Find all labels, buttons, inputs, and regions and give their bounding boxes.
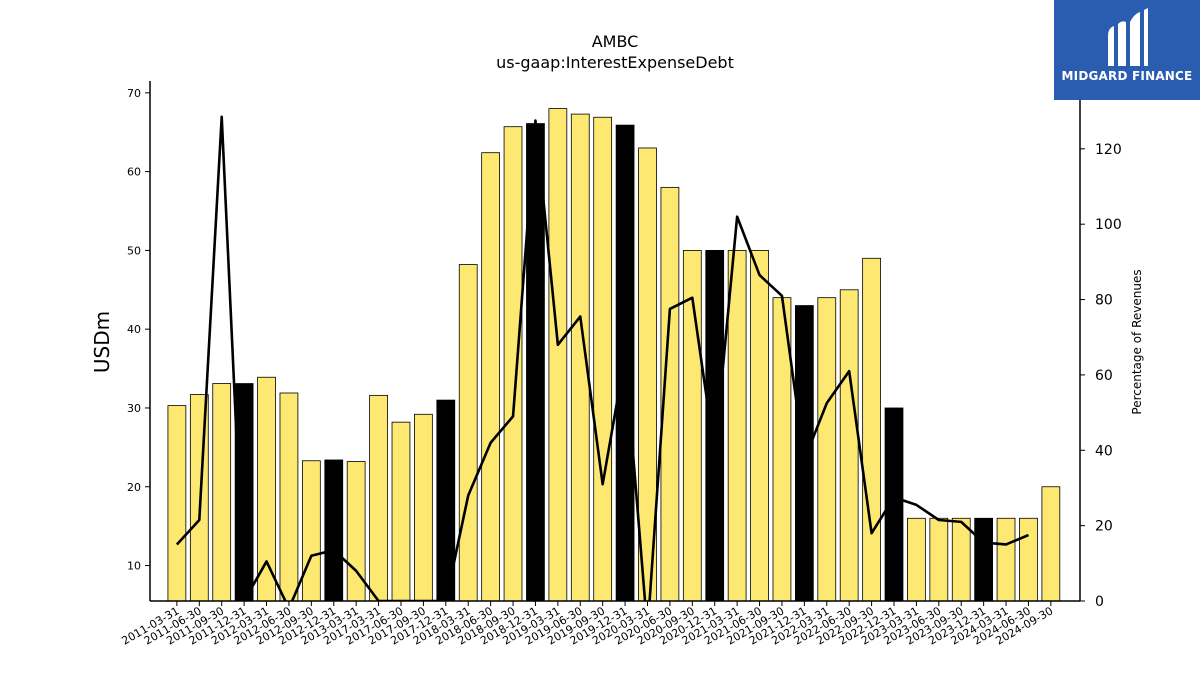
y-tick-group: 10 20 30 40 50 60 70	[127, 87, 150, 573]
chart-title: AMBC	[591, 32, 639, 51]
x-tick-group: 2011-03-312011-06-302011-09-302011-12-31…	[120, 601, 1055, 648]
brand-name: MIDGARD FINANCE	[1061, 69, 1193, 83]
brand-logo: MIDGARD FINANCE	[1054, 0, 1200, 100]
bar-2012-09-30	[301, 460, 321, 602]
bar-2019-03-31	[548, 108, 568, 602]
bar-2022-12-31	[884, 407, 904, 602]
bar-2024-03-31	[996, 517, 1016, 602]
bar-2017-09-30	[414, 413, 433, 602]
y2-tick-label-20: 20	[1095, 519, 1113, 535]
bar-2020-12-31	[705, 249, 725, 602]
y-tick-label-60: 60	[127, 166, 141, 179]
bar-2023-09-30	[951, 517, 971, 602]
bar-2021-06-30	[750, 249, 769, 602]
bar-2017-03-31	[369, 394, 388, 602]
bar-2011-09-30	[212, 383, 232, 602]
midgard-logo-icon	[1108, 8, 1148, 66]
y-tick-label-70: 70	[127, 87, 141, 100]
bar-2022-03-31	[817, 297, 837, 602]
y2-tick-label-60: 60	[1095, 368, 1113, 384]
y-tick-label-10: 10	[127, 560, 141, 573]
y-tick-label-50: 50	[127, 244, 141, 257]
bar-2011-03-31	[167, 405, 187, 602]
y-tick-label-30: 30	[127, 402, 141, 415]
y2-tick-label-120: 120	[1095, 142, 1122, 158]
bar-2018-09-30	[503, 126, 523, 602]
bar-2024-06-30	[1019, 517, 1038, 602]
bar-2019-09-30	[593, 116, 613, 602]
bar-2022-06-30	[839, 289, 859, 602]
y2-axis-label: Percentage of Revenues	[1130, 269, 1144, 415]
y2-tick-label-80: 80	[1095, 293, 1113, 309]
bar-2018-06-30	[481, 152, 500, 602]
y-tick-label-40: 40	[127, 323, 141, 336]
bar-2022-09-30	[862, 257, 881, 602]
y2-tick-label-0: 0	[1095, 594, 1104, 610]
bar-group	[167, 108, 1061, 602]
bar-2023-06-30	[929, 517, 949, 602]
chart-subtitle: us-gaap:InterestExpenseDebt	[496, 53, 734, 72]
axes-group	[149, 81, 1081, 602]
line-series-group	[175, 115, 1029, 601]
bar-2012-03-31	[257, 376, 276, 602]
y-axis-label: USDm	[90, 310, 114, 374]
y2-tick-group: 0 20 40 60 80 100 120	[1080, 142, 1122, 610]
bar-2024-09-30	[1041, 486, 1061, 602]
bar-2017-06-30	[391, 421, 411, 602]
bar-2012-06-30	[279, 392, 299, 602]
y-tick-label-20: 20	[127, 481, 141, 494]
percentage-line	[175, 115, 1029, 601]
bar-2023-12-31	[974, 517, 993, 602]
bar-2012-12-31	[324, 459, 344, 602]
y2-tick-label-100: 100	[1095, 217, 1122, 233]
bar-2023-03-31	[907, 517, 926, 602]
bar-2018-03-31	[458, 264, 478, 602]
bar-2021-03-31	[727, 249, 747, 602]
y2-tick-label-40: 40	[1095, 443, 1113, 459]
